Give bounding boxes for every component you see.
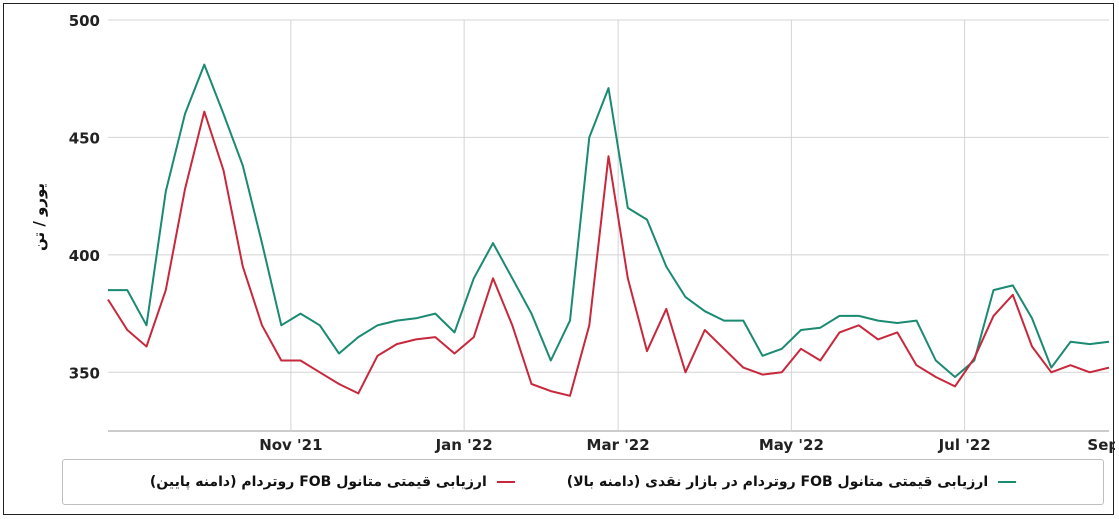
x-tick-label: Sep '22 xyxy=(1087,436,1115,454)
legend-swatch-low xyxy=(496,481,515,483)
legend-item-high: ارزیابی قیمتی متانول FOB روتردام در بازا… xyxy=(566,474,1017,490)
chart-frame: 350 400 450 500 Nov '21 Jan '22 Mar '22 May '2… xyxy=(3,3,1115,515)
legend-label-low: ارزیابی قیمتی متانول FOB روتردام (دامنه … xyxy=(149,474,487,490)
x-tick-label: Jan '22 xyxy=(435,436,493,454)
x-tick-label: Mar '22 xyxy=(587,436,650,454)
y-tick-label: 350 xyxy=(69,364,100,382)
legend: ارزیابی قیمتی متانول FOB روتردام (دامنه … xyxy=(62,459,1104,505)
series-lines xyxy=(107,63,1110,397)
series-line-high xyxy=(108,63,1110,378)
legend-item-low: ارزیابی قیمتی متانول FOB روتردام (دامنه … xyxy=(150,474,515,490)
y-tick-label: 400 xyxy=(69,247,100,265)
x-axis-ticks: Nov '21 Jan '22 Mar '22 May '22 Jul '22 Sep '… xyxy=(259,436,1115,454)
grid-lines xyxy=(108,19,1109,432)
x-tick-label: Nov '21 xyxy=(259,436,322,454)
y-axis-label: یورو / تن xyxy=(30,183,48,251)
x-tick-label: May '22 xyxy=(759,436,824,454)
series-line-low xyxy=(107,110,1110,397)
y-tick-label: 450 xyxy=(69,129,100,147)
line-chart: 350 400 450 500 Nov '21 Jan '22 Mar '22 May '2… xyxy=(30,12,1115,454)
legend-label-high: ارزیابی قیمتی متانول FOB روتردام در بازا… xyxy=(566,474,989,490)
y-axis-ticks: 350 400 450 500 xyxy=(69,12,100,382)
x-tick-label: Jul '22 xyxy=(938,436,991,454)
legend-swatch-high xyxy=(998,481,1017,483)
y-tick-label: 500 xyxy=(69,12,100,30)
